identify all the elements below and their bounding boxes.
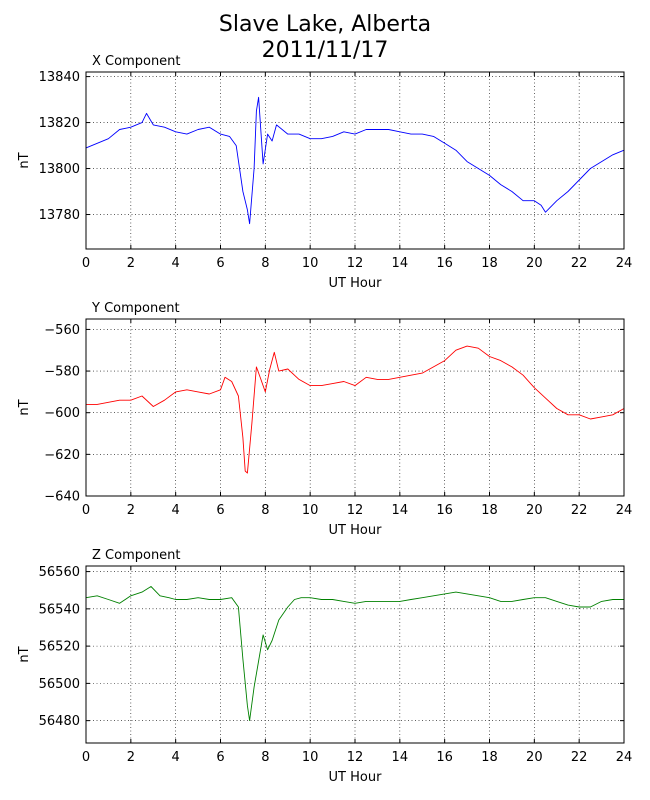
figure-title-date: 2011/11/17 [261, 38, 389, 63]
x-tick-label: 2 [127, 256, 135, 271]
x-tick-label: 0 [82, 750, 90, 765]
y-tick-label: −580 [44, 365, 80, 380]
x-tick-label: 10 [302, 503, 319, 518]
y-axis-label: nT [17, 646, 32, 662]
x-tick-label: 22 [571, 503, 588, 518]
y-tick-label: 13840 [39, 70, 80, 85]
x-tick-label: 20 [526, 503, 543, 518]
x-tick-label: 16 [436, 256, 453, 271]
x-tick-label: 10 [302, 750, 319, 765]
y-tick-label: 56540 [39, 602, 80, 617]
x-tick-label: 18 [481, 256, 498, 271]
x-tick-label: 6 [216, 256, 224, 271]
y-tick-label: 56500 [39, 677, 80, 692]
x-tick-label: 6 [216, 750, 224, 765]
panel-title: Z Component [92, 548, 181, 563]
x-tick-label: 14 [392, 256, 409, 271]
x-tick-label: 24 [616, 750, 633, 765]
x-tick-label: 2 [127, 503, 135, 518]
y-tick-label: 13800 [39, 162, 80, 177]
x-tick-label: 4 [172, 750, 180, 765]
x-tick-label: 4 [172, 503, 180, 518]
x-tick-label: 10 [302, 256, 319, 271]
x-tick-label: 24 [616, 256, 633, 271]
x-tick-label: 20 [526, 256, 543, 271]
figure-title-location: Slave Lake, Alberta [218, 12, 432, 37]
x-tick-label: 12 [347, 256, 364, 271]
x-tick-label: 18 [481, 750, 498, 765]
x-tick-label: 0 [82, 503, 90, 518]
x-tick-label: 14 [392, 750, 409, 765]
series-line [85, 96, 625, 225]
y-tick-label: −560 [44, 323, 80, 338]
x-tick-label: 12 [347, 750, 364, 765]
y-tick-label: 13820 [39, 116, 80, 131]
x-tick-label: 2 [127, 750, 135, 765]
panel-3: 0 2 4 6 8 10 12 14 16 18 20 22 245656056540565205650… [17, 548, 632, 785]
panel-title: X Component [92, 54, 181, 69]
x-axis-label: UT Hour [329, 770, 383, 785]
x-axis-label: UT Hour [329, 523, 383, 538]
x-tick-label: 24 [616, 503, 633, 518]
x-tick-label: 6 [216, 503, 224, 518]
x-tick-label: 18 [481, 503, 498, 518]
x-tick-label: 12 [347, 503, 364, 518]
x-tick-label: 8 [261, 503, 269, 518]
x-tick-label: 16 [436, 503, 453, 518]
x-tick-label: 0 [82, 256, 90, 271]
x-tick-label: 14 [392, 503, 409, 518]
x-tick-label: 8 [261, 256, 269, 271]
y-tick-label: 56520 [39, 640, 80, 655]
x-tick-label: 22 [571, 750, 588, 765]
panel-1: 0 2 4 6 8 10 12 14 16 18 20 22 241378013800138201384… [17, 54, 632, 291]
y-tick-label: 56480 [39, 714, 80, 729]
y-tick-label: −620 [44, 448, 80, 463]
y-tick-label: −640 [44, 490, 80, 505]
panel-2: 0 2 4 6 8 10 12 14 16 18 20 22 24−560−580−600−620−64… [17, 301, 632, 538]
y-tick-label: −600 [44, 406, 80, 421]
x-tick-label: 4 [172, 256, 180, 271]
x-tick-label: 16 [436, 750, 453, 765]
y-tick-label: 56560 [39, 565, 80, 580]
x-tick-label: 22 [571, 256, 588, 271]
y-axis-label: nT [17, 399, 32, 415]
panel-title: Y Component [91, 301, 180, 316]
series-line [85, 586, 624, 722]
x-tick-label: 20 [526, 750, 543, 765]
x-tick-label: 8 [261, 750, 269, 765]
x-axis-label: UT Hour [329, 276, 383, 291]
y-axis-label: nT [17, 152, 32, 168]
y-tick-label: 13780 [39, 208, 80, 223]
series-line [86, 345, 625, 474]
